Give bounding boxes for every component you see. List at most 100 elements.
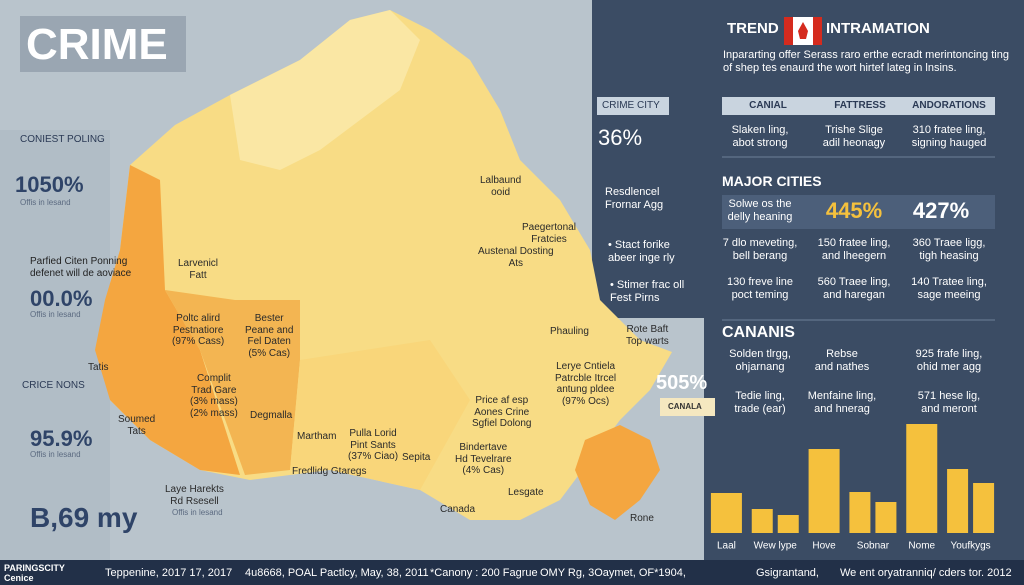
bar — [777, 515, 799, 533]
x-tick-label: Wew lype — [754, 541, 798, 552]
flag-leaf — [798, 22, 808, 39]
table-cell: Solden tlrgg, ohjarnang — [729, 348, 791, 374]
bar — [947, 469, 969, 533]
highlight-value: 427% — [912, 198, 970, 223]
flag-band — [784, 17, 793, 45]
x-tick-label: Nome — [908, 541, 935, 552]
callout-tag: CANALA — [668, 402, 702, 411]
x-tick-label: Hove — [812, 541, 836, 552]
map-label: Tatis — [88, 362, 109, 373]
table-cell: Slaken ling, abot strong — [731, 124, 789, 150]
stat-note: Offis in lesand — [30, 310, 81, 319]
map-label: Rote Baft Top warts — [626, 324, 669, 347]
map-label: Complit Trad Gare (3% mass) (2% mass) — [190, 373, 238, 419]
table-cell: 560 Traee ling, and haregan — [817, 276, 891, 302]
title: CRIME — [26, 20, 168, 69]
footer-text: We ent oryatranniq/ cders tor. 2012 — [840, 567, 1012, 579]
footer-text: Teppenine, 2017 17, 2017 — [105, 567, 233, 579]
highlight-value: 445% — [825, 198, 883, 223]
table-cell: 140 Tratee ling, sage meeing — [911, 276, 987, 302]
panel-title: INTRAMATION — [826, 20, 930, 37]
stat-value: 1050% — [15, 172, 84, 197]
map-arctic — [230, 10, 420, 170]
footer-text: *Canony : 200 Fagrue — [430, 567, 538, 579]
bar — [973, 483, 995, 533]
side-note: • Stimer frac oll Fest Pirns — [610, 279, 685, 304]
table-cell: 130 freve line poct teming — [726, 276, 794, 302]
stat-note: Offis in lesand — [30, 450, 81, 459]
stat-label: CRICE NONS — [22, 380, 85, 391]
table-header: CANIAL — [749, 100, 787, 111]
map-label: Lesgate — [508, 487, 544, 498]
stat-value: 00.0% — [30, 286, 93, 311]
footer-text: Gsigrantand, — [756, 567, 819, 579]
map-label: Austenal Dosting Ats — [478, 246, 554, 269]
map-label: Poltc alird Pestnatiore (97% Cass) — [172, 313, 225, 347]
x-tick-label: Sobnar — [857, 541, 890, 552]
map-label: Paegertonal Fratcies — [522, 222, 576, 245]
map-label: Rone — [630, 513, 654, 524]
map-label: Bester Peane and Fel Daten (5% Cas) — [245, 313, 294, 359]
section-title: CANANIS — [722, 324, 795, 341]
table-cell: 571 hese lig, and meront — [917, 390, 981, 416]
bar — [849, 492, 871, 533]
stat-value: 95.9% — [30, 426, 93, 451]
footer-text: OMY Rg, 3Oaymet, OF*1904, — [540, 567, 686, 579]
map-label: Bindertave Hd Tevelrare (4% Cas) — [455, 442, 512, 476]
table-header: FATTRESS — [834, 100, 886, 111]
map-prairie — [165, 290, 300, 475]
highlight-band — [722, 195, 995, 229]
side-note: • Stact forike abeer inge rly — [608, 239, 675, 264]
table-cell: Tedie ling, trade (ear) — [734, 390, 786, 416]
map-label: Pulla Lorid Pint Sants (37% Ciao) — [348, 428, 399, 462]
map-label: Larvenicl Fatt — [178, 258, 219, 281]
crime-city-value: 36% — [598, 125, 643, 150]
table-header: ANDORATIONS — [912, 100, 986, 111]
section-title: MAJOR CITIES — [722, 173, 822, 189]
map-label: Sepita — [402, 452, 431, 463]
footer-text: PARINGSCITY Cenice — [4, 563, 65, 584]
callout-tag-box — [660, 398, 715, 416]
callout-value: 505% — [656, 372, 708, 394]
table-cell: 7 dlo meveting, bell berang — [722, 237, 798, 263]
crime-city: CRIME CITY — [602, 100, 660, 111]
map-label: Lalbaund ooid — [480, 175, 522, 198]
stat-value: B,69 my — [30, 502, 138, 533]
table-header-band — [722, 97, 995, 115]
x-tick-label: Youfkygs — [950, 541, 990, 552]
stat-label: Laye Harekts Rd Rsesell — [165, 484, 224, 507]
table-cell: 150 fratee ling, and lheegern — [817, 237, 891, 263]
stat-label: Parfied Citen Ponning defenet will de ao… — [30, 256, 132, 279]
table-cell: 360 Traee ligg, tigh heasing — [912, 237, 986, 263]
footer-bar — [0, 560, 1024, 585]
panel-subtitle: Inpararting offer Serass raro erthe ecra… — [723, 49, 1009, 74]
stat-note: Offis in lesand — [172, 508, 223, 517]
table-cell: Menfaine ling, and hnerag — [807, 390, 877, 416]
bar — [906, 424, 938, 533]
flag-band — [813, 17, 822, 45]
map-label: Lerye Cntiela Patrcble Itrcel antung pld… — [555, 361, 617, 407]
map-label: Phauling — [550, 326, 589, 337]
stat-note: Offis in lesand — [20, 198, 71, 207]
bar — [808, 449, 840, 533]
table-cell: Rebse and nathes — [814, 348, 870, 374]
table-cell: 925 frafe ling, ohid mer agg — [915, 348, 983, 374]
map-west — [95, 165, 240, 475]
map-label: Soumed Tats — [118, 414, 156, 437]
title-box — [20, 16, 186, 72]
footer-text: 4u8668, POAL Pactlcy, May, 38, 2011 — [245, 567, 429, 579]
stat-label: CONIEST POLING — [20, 134, 105, 145]
side-note: Resdlencel Frornar Agg — [605, 186, 664, 211]
crime-city-box — [597, 97, 669, 115]
map-label: Price af esp Aones Crine Sgfiel Dolong — [472, 395, 532, 429]
map-ontario — [290, 340, 470, 490]
panel-title: TREND — [727, 20, 779, 37]
map-label: Martham — [297, 431, 337, 442]
bar — [710, 493, 742, 533]
table-cell: 310 fratee ling, signing hauged — [911, 124, 987, 150]
map-label: Fredlidg Gtaregs — [292, 466, 367, 477]
map-label: Degmalla — [250, 410, 293, 421]
sea — [0, 130, 110, 560]
